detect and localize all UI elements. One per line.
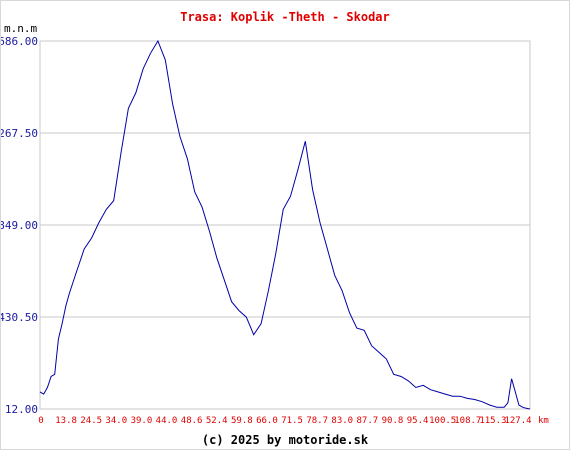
series-group — [39, 39, 531, 410]
x-tick-label: 66.0 — [256, 416, 278, 426]
x-tick-label: 44.0 — [156, 416, 178, 426]
x-tick-label: 48.6 — [181, 416, 203, 426]
y-tick-label: 430.50 — [1, 311, 38, 324]
y-tick-label: 849.00 — [1, 219, 38, 232]
y-tick-label: 1267.50 — [1, 127, 38, 140]
x-tick-label: 13.8 — [55, 416, 77, 426]
x-tick-label: 87.7 — [357, 416, 379, 426]
x-tick-label: 108.7 — [454, 416, 481, 426]
x-tick-label: 71.5 — [281, 416, 303, 426]
grid — [39, 40, 531, 410]
x-tick-label: 127.4 — [504, 416, 531, 426]
x-tick-label: 95.4 — [407, 416, 429, 426]
y-tick-label: 12.00 — [5, 403, 38, 416]
y-axis-label: m.n.m — [4, 22, 37, 35]
elevation-line — [39, 39, 531, 410]
x-tick-label: 52.4 — [206, 416, 228, 426]
x-tick-label: 59.8 — [231, 416, 253, 426]
x-tick-label: 100.5 — [429, 416, 456, 426]
x-tick-label: 83.0 — [331, 416, 353, 426]
x-tick-label: 0 — [38, 416, 43, 426]
x-tick-label: 24.5 — [80, 416, 102, 426]
chart-title: Trasa: Koplik -Theth - Skodar — [180, 10, 390, 24]
footer-credit: (c) 2025 by motoride.sk — [202, 433, 369, 447]
x-tick-label: 90.8 — [382, 416, 404, 426]
y-tick-label: 1686.00 — [1, 35, 38, 48]
x-tick-label: 34.0 — [105, 416, 127, 426]
x-tick-label: 115.3 — [479, 416, 506, 426]
y-ticks: 12.00 430.50 849.00 1267.50 1686.00 — [1, 35, 38, 416]
x-axis-label: km — [538, 416, 549, 426]
x-tick-label: 39.0 — [131, 416, 153, 426]
x-ticks: 0 13.8 24.5 34.0 39.0 44.0 48.6 52.4 59.8 66.0 71.… — [38, 416, 531, 426]
x-tick-label: 78.7 — [306, 416, 328, 426]
